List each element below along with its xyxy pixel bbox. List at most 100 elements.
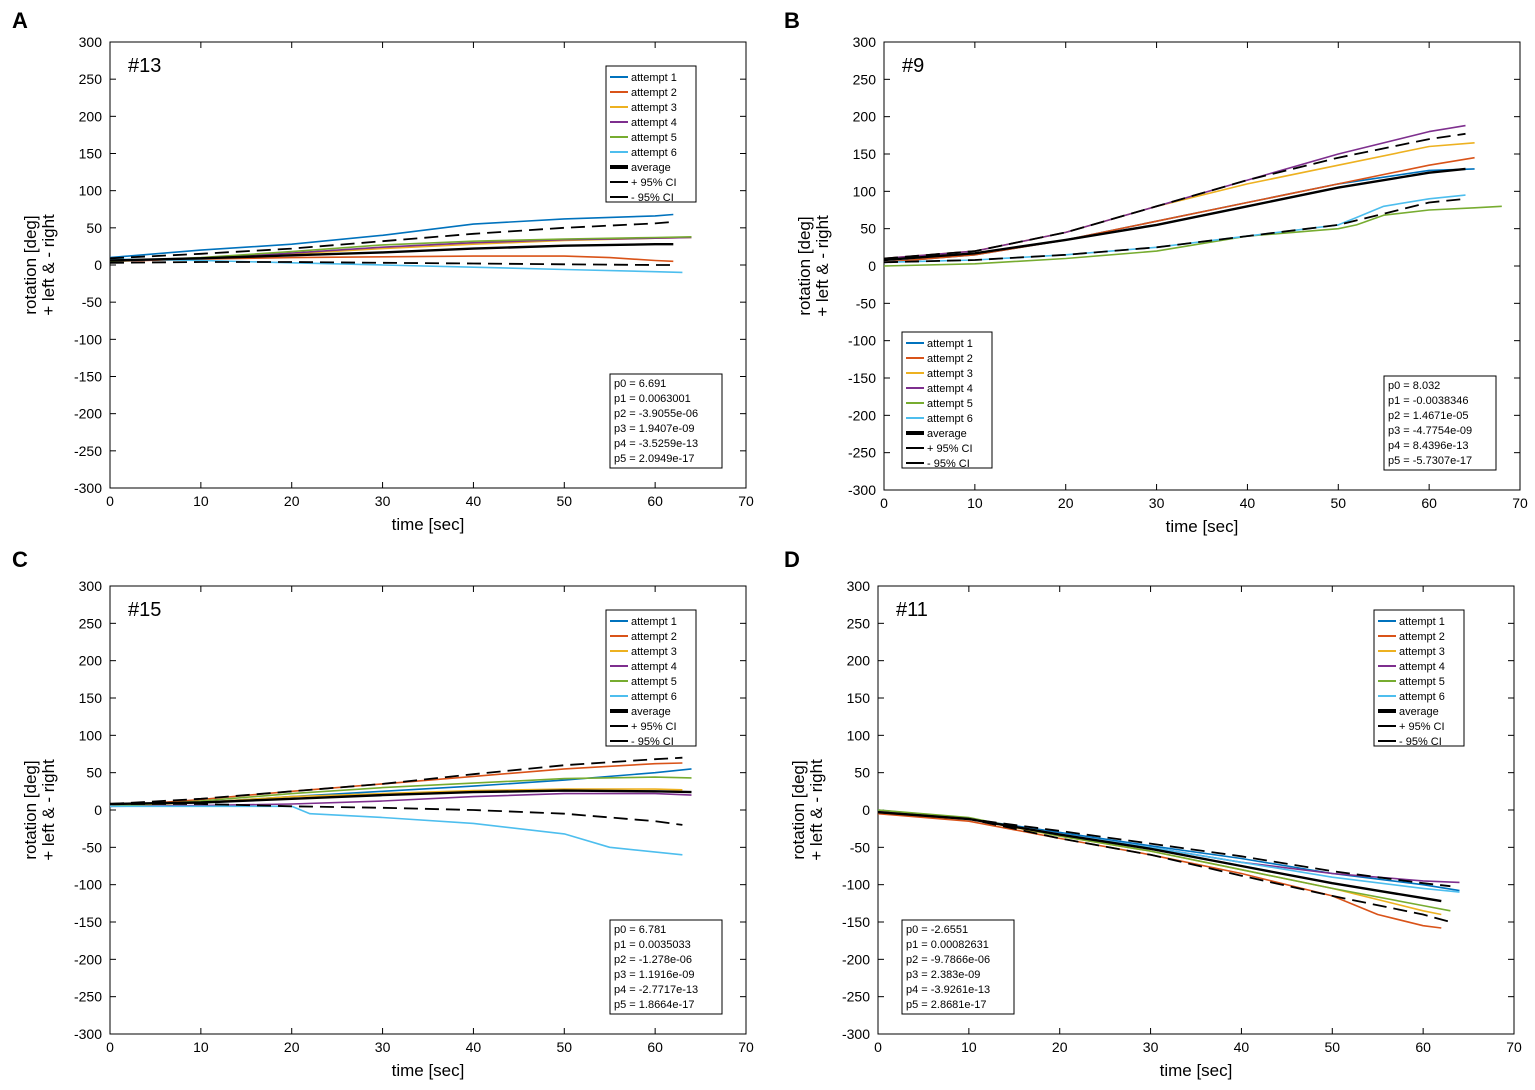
x-tick-label: 20 — [1058, 495, 1074, 511]
legend-label: + 95% CI — [1399, 721, 1445, 733]
y-tick-label: -250 — [842, 989, 870, 1005]
x-tick-label: 60 — [647, 493, 663, 509]
y-tick-label: -250 — [74, 989, 102, 1005]
legend-box — [901, 331, 993, 469]
legend-label: attempt 5 — [1399, 676, 1445, 688]
y-axis-label-line2: + left & - right — [813, 215, 832, 317]
x-tick-label: 10 — [193, 493, 209, 509]
series-line-9 — [883, 197, 1466, 264]
x-tick-label: 0 — [106, 493, 114, 509]
param-text: p0 = -2.6551 — [906, 924, 968, 936]
series-line-4 — [883, 124, 1466, 260]
legend: attempt 1 attempt 2 attempt 3 attempt 4 atte… — [1373, 609, 1465, 748]
subject-title: #15 — [128, 599, 161, 621]
y-tick-label: 150 — [853, 146, 877, 162]
panel-d: D 0 10 20 30 40 50 60 70 300 250 200 150 100 50 0 -50 -10… — [784, 547, 1522, 1080]
y-tick-label: 200 — [853, 109, 877, 125]
series-line-8 — [109, 756, 683, 805]
series-line-5 — [109, 776, 692, 808]
y-tick-label: -50 — [856, 295, 876, 311]
legend-label: attempt 3 — [1399, 646, 1445, 658]
param-text: p5 = 2.0949e-17 — [614, 453, 694, 465]
y-axis-label-line1: rotation [deg] — [21, 215, 40, 314]
legend-label: attempt 2 — [927, 353, 973, 365]
panel-letter: A — [12, 8, 28, 33]
y-tick-label: 150 — [79, 690, 103, 706]
fit-parameters: p0 = -2.6551 p1 = 0.00082631 p2 = -9.7866e… — [901, 919, 1015, 1015]
series-line-2 — [883, 156, 1475, 264]
series-line-9 — [877, 811, 1451, 923]
legend-label: attempt 6 — [927, 413, 973, 425]
param-text: p4 = -3.5259e-13 — [614, 438, 698, 450]
x-tick-label: 20 — [284, 1039, 300, 1055]
fit-parameters: p0 = 8.032 p1 = -0.0038346 p2 = 1.4671e-05… — [1383, 375, 1497, 471]
legend-label: - 95% CI — [927, 458, 970, 470]
legend-label: attempt 3 — [631, 646, 677, 658]
y-tick-label: -150 — [74, 369, 102, 385]
y-tick-label: 250 — [79, 615, 103, 631]
legend-label: attempt 4 — [1399, 661, 1445, 673]
param-text: p2 = -3.9055e-06 — [614, 408, 698, 420]
x-tick-label: 40 — [1240, 495, 1256, 511]
x-tick-label: 20 — [1052, 1039, 1068, 1055]
y-tick-label: 250 — [847, 615, 871, 631]
y-tick-label: 300 — [79, 34, 103, 50]
legend-label: attempt 6 — [631, 691, 677, 703]
y-tick-label: -300 — [74, 1026, 102, 1042]
y-axis-label-line2: + left & - right — [39, 214, 58, 316]
param-text: p1 = 0.0063001 — [614, 393, 691, 405]
legend-label: attempt 5 — [631, 676, 677, 688]
y-tick-label: -150 — [74, 914, 102, 930]
y-tick-label: 0 — [94, 257, 102, 273]
series-line-6 — [110, 805, 683, 856]
y-tick-label: -300 — [848, 482, 876, 498]
series-line-5 — [883, 205, 1502, 267]
y-tick-label: -200 — [74, 951, 102, 967]
y-axis-label-line1: rotation [deg] — [795, 216, 814, 315]
params-box — [609, 373, 723, 469]
subject-title: #9 — [902, 55, 924, 77]
series-line-2 — [877, 812, 1442, 929]
params-box — [901, 919, 1015, 1015]
legend-label: average — [631, 162, 671, 174]
param-text: p5 = -5.7307e-17 — [1388, 455, 1472, 467]
x-tick-label: 10 — [193, 1039, 209, 1055]
param-text: p5 = 1.8664e-17 — [614, 999, 694, 1011]
legend: attempt 1 attempt 2 attempt 3 attempt 4 atte… — [605, 609, 697, 748]
legend-label: attempt 2 — [1399, 631, 1445, 643]
x-tick-label: 30 — [1149, 495, 1165, 511]
panel-letter: D — [784, 547, 800, 572]
legend-box — [605, 65, 697, 203]
param-text: p3 = 1.9407e-09 — [614, 423, 694, 435]
y-tick-label: 300 — [847, 578, 871, 594]
x-tick-label: 20 — [284, 493, 300, 509]
legend-label: + 95% CI — [631, 721, 677, 733]
x-tick-label: 50 — [556, 1039, 572, 1055]
param-text: p4 = 8.4396e-13 — [1388, 440, 1468, 452]
y-tick-label: 150 — [79, 146, 103, 162]
panel-letter: C — [12, 547, 28, 572]
y-axis-label-line2: + left & - right — [39, 759, 58, 861]
subject-title: #13 — [128, 55, 161, 77]
x-tick-label: 30 — [375, 1039, 391, 1055]
subject-title: #11 — [896, 599, 928, 621]
y-tick-label: 300 — [79, 578, 103, 594]
param-text: p3 = 2.383e-09 — [906, 969, 980, 981]
y-tick-label: 100 — [79, 183, 103, 199]
legend-label: + 95% CI — [927, 443, 973, 455]
x-tick-label: 70 — [738, 1039, 754, 1055]
y-tick-label: 100 — [853, 183, 877, 199]
panel-b: B 0 10 20 30 40 50 60 70 300 250 200 150 100 50 0 -50 -10… — [784, 8, 1528, 536]
param-text: p3 = -4.7754e-09 — [1388, 425, 1472, 437]
series-line-3 — [877, 810, 1442, 916]
y-tick-label: 0 — [94, 802, 102, 818]
param-text: p1 = 0.0035033 — [614, 939, 691, 951]
x-tick-label: 50 — [1330, 495, 1346, 511]
y-axis-label-line1: rotation [deg] — [21, 760, 40, 859]
param-text: p1 = -0.0038346 — [1388, 395, 1468, 407]
legend-label: average — [631, 706, 671, 718]
legend-label: attempt 6 — [1399, 691, 1445, 703]
param-text: p4 = -3.9261e-13 — [906, 984, 990, 996]
param-text: p0 = 6.781 — [614, 924, 666, 936]
